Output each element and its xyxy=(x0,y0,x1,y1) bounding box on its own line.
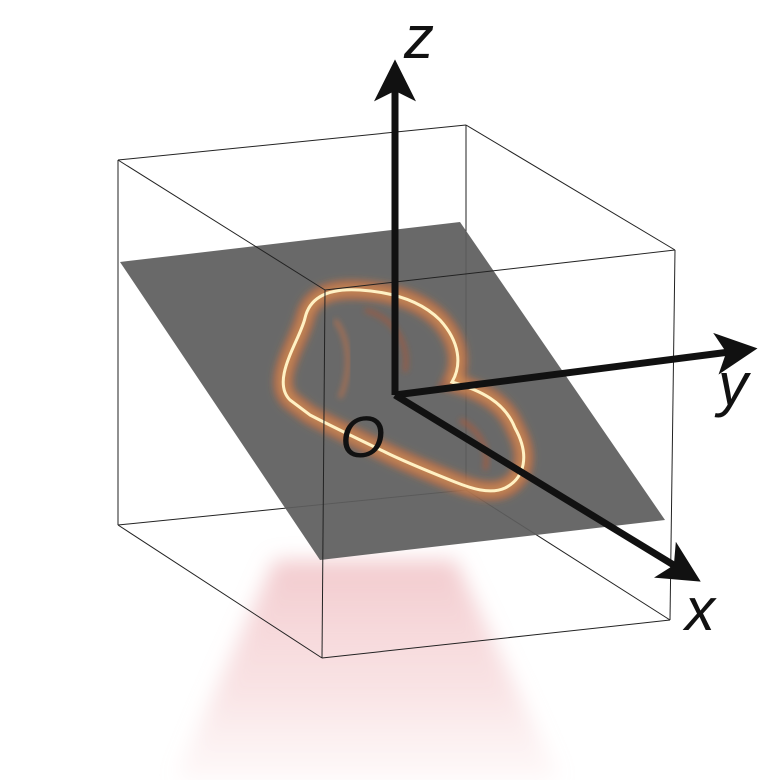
coordinate-axes xyxy=(374,59,758,582)
origin-label: O xyxy=(340,405,385,470)
z-axis-label: z xyxy=(403,4,434,71)
y-axis-arrow xyxy=(394,332,758,399)
y-axis-label: y xyxy=(714,351,752,418)
heart-shaped-signal xyxy=(273,279,534,501)
x-axis-label: x xyxy=(682,576,717,643)
light-beam xyxy=(175,560,560,780)
x-axis-arrow xyxy=(393,392,701,582)
